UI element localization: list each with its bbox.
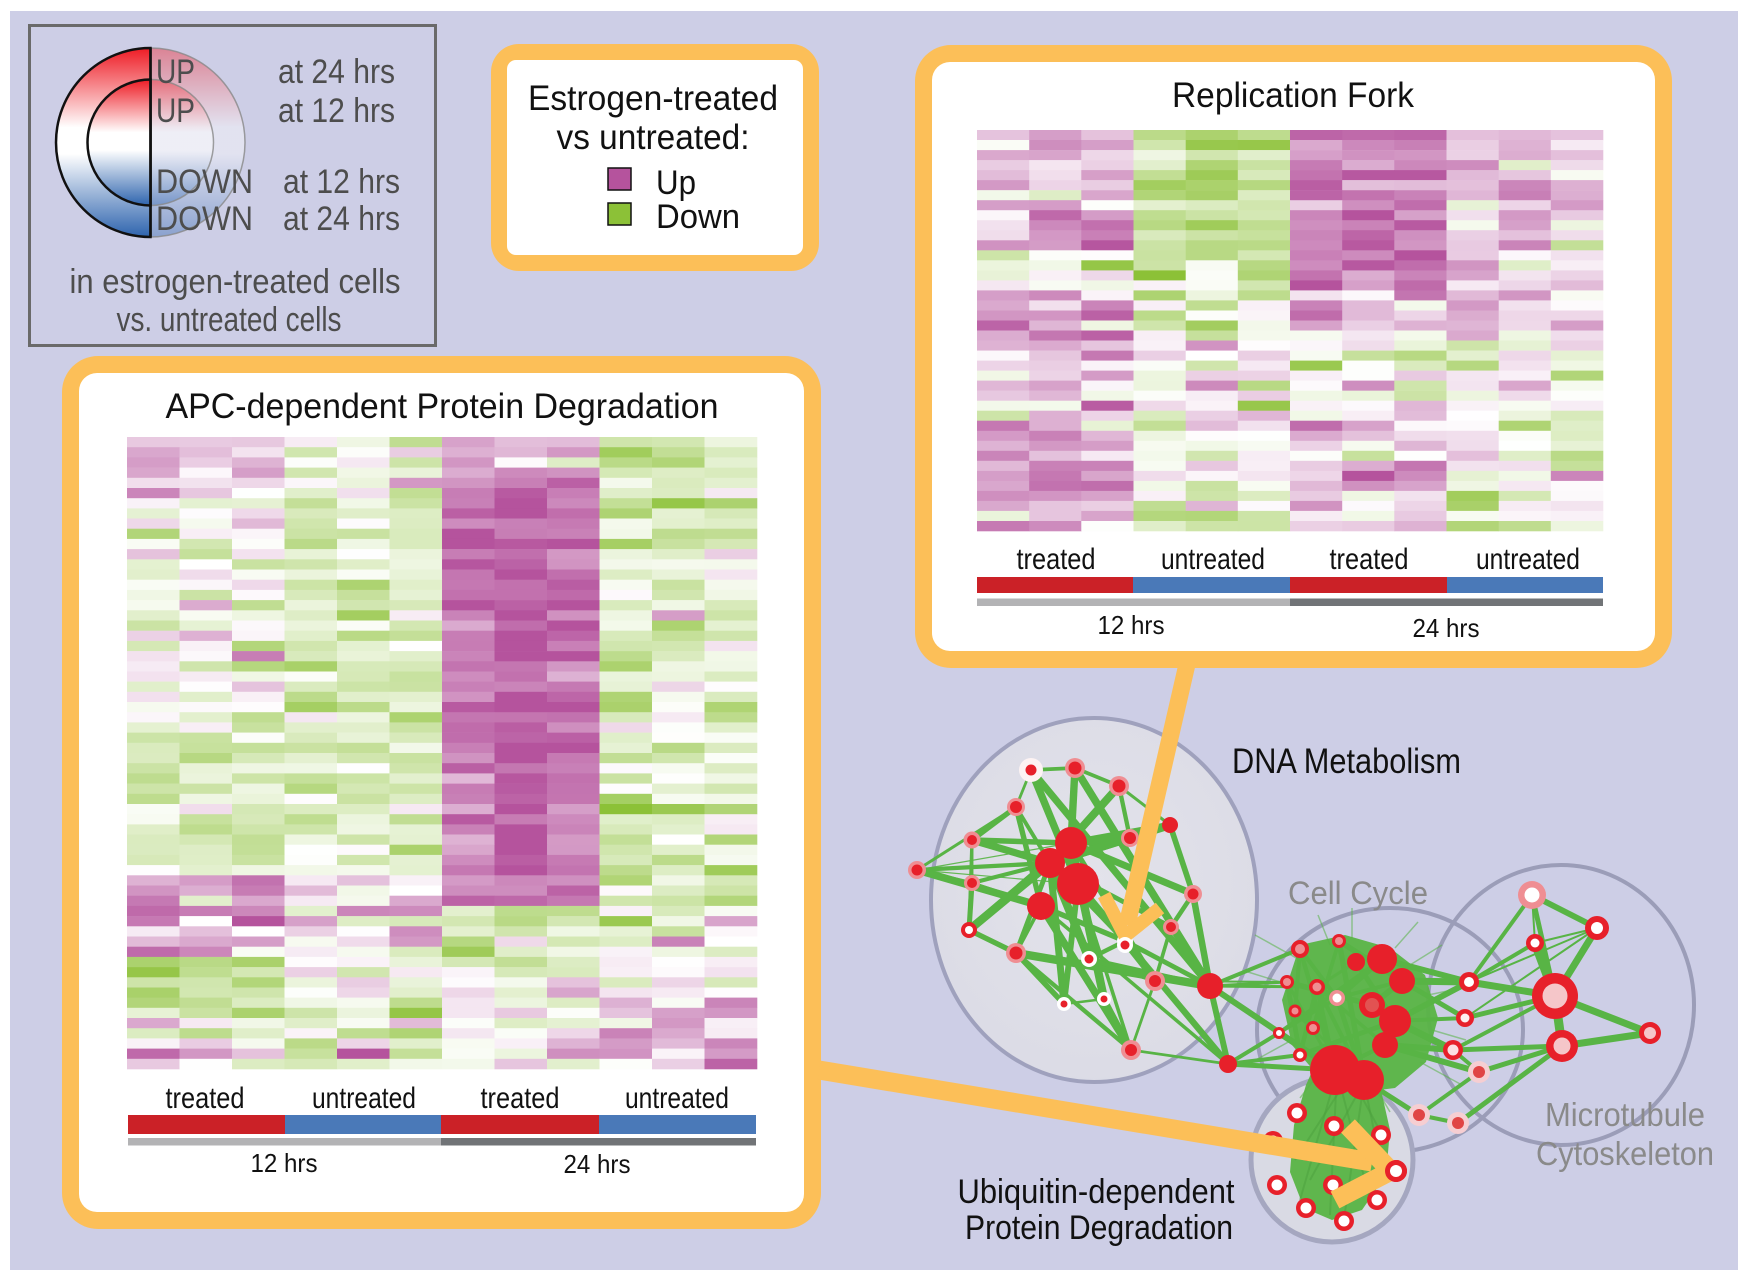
svg-text:Microtubule: Microtubule xyxy=(1545,1096,1705,1133)
svg-text:DNA Metabolism: DNA Metabolism xyxy=(1232,742,1461,781)
svg-text:Replication Fork: Replication Fork xyxy=(1172,76,1414,115)
svg-text:12 hrs: 12 hrs xyxy=(1098,610,1165,640)
svg-text:Up: Up xyxy=(656,164,696,202)
svg-text:Down: Down xyxy=(656,198,740,236)
svg-text:24 hrs: 24 hrs xyxy=(1413,613,1480,643)
svg-text:at 24 hrs: at 24 hrs xyxy=(278,53,395,91)
svg-text:at 12 hrs: at 12 hrs xyxy=(278,92,395,130)
svg-text:DOWN: DOWN xyxy=(156,200,253,238)
svg-text:untreated: untreated xyxy=(625,1082,729,1115)
svg-text:24 hrs: 24 hrs xyxy=(564,1149,631,1179)
svg-text:untreated: untreated xyxy=(312,1082,416,1115)
svg-text:untreated: untreated xyxy=(1476,543,1580,576)
svg-text:12 hrs: 12 hrs xyxy=(251,1148,318,1178)
svg-text:Protein Degradation: Protein Degradation xyxy=(965,1209,1233,1247)
svg-text:treated: treated xyxy=(1330,543,1409,576)
svg-text:APC-dependent Protein Degradat: APC-dependent Protein Degradation xyxy=(166,387,719,426)
svg-text:Cell Cycle: Cell Cycle xyxy=(1288,875,1428,911)
svg-text:UP: UP xyxy=(156,53,195,91)
svg-text:treated: treated xyxy=(166,1082,245,1115)
svg-text:Estrogen-treated: Estrogen-treated xyxy=(528,79,778,118)
svg-text:vs untreated:: vs untreated: xyxy=(557,118,750,157)
svg-text:treated: treated xyxy=(481,1082,560,1115)
svg-text:at 12 hrs: at 12 hrs xyxy=(283,163,400,201)
svg-text:Cytoskeleton: Cytoskeleton xyxy=(1536,1135,1714,1172)
svg-text:in estrogen-treated cells: in estrogen-treated cells xyxy=(70,263,401,301)
svg-text:vs. untreated cells: vs. untreated cells xyxy=(117,301,342,339)
svg-text:untreated: untreated xyxy=(1161,543,1265,576)
svg-text:treated: treated xyxy=(1017,543,1096,576)
svg-text:UP: UP xyxy=(156,92,195,130)
svg-text:DOWN: DOWN xyxy=(156,163,253,201)
svg-text:at 24 hrs: at 24 hrs xyxy=(283,200,400,238)
svg-text:Ubiquitin-dependent: Ubiquitin-dependent xyxy=(958,1173,1236,1211)
